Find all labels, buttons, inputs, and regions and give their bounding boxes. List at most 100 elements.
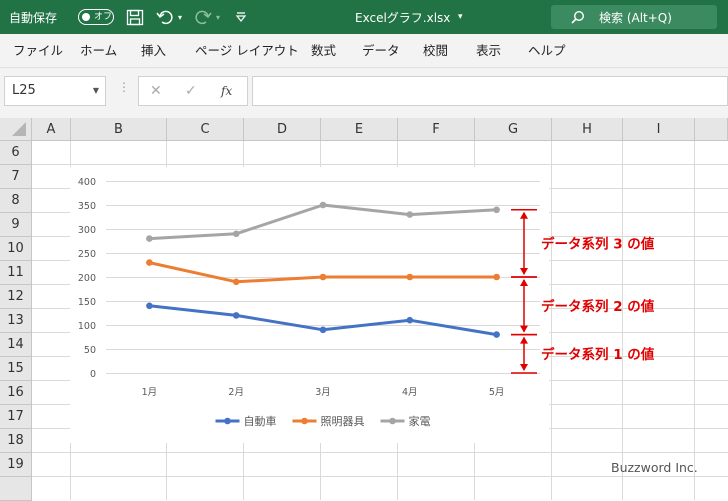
data-point <box>146 235 153 242</box>
y-tick-label: 0 <box>90 369 96 380</box>
data-point <box>232 278 240 286</box>
legend-swatch-marker <box>301 417 308 425</box>
tab-review[interactable]: 校閲 <box>423 43 449 58</box>
save-icon[interactable] <box>126 9 144 26</box>
column-header-h[interactable]: H <box>552 118 623 141</box>
column-header-f[interactable]: F <box>398 118 475 141</box>
autosave-label: 自動保存 <box>9 10 58 25</box>
data-point <box>493 331 500 338</box>
line-chart[interactable]: 0 50 100 150 200 250 300 350 400 1月 2月 3月 4月 5月自動車 照明器… <box>70 167 549 443</box>
data-point <box>319 326 327 334</box>
enter-icon[interactable]: ✓ <box>185 83 197 99</box>
tab-view[interactable]: 表示 <box>476 43 502 58</box>
data-point <box>232 230 240 238</box>
undo-dropdown-icon[interactable]: ▾ <box>178 12 183 22</box>
tab-file[interactable]: ファイル <box>13 43 64 58</box>
undo-icon[interactable] <box>156 8 174 26</box>
title-bar: 自動保存 オフ ▾ ▾ Excelグラフ.xlsx ▾ 検索 (Alt+Q) <box>0 0 728 34</box>
tab-formulas[interactable]: 数式 <box>311 43 337 58</box>
cancel-icon[interactable]: ✕ <box>150 83 162 99</box>
row-header-14[interactable]: 14 <box>0 333 32 357</box>
data-point <box>406 273 414 281</box>
column-header-e[interactable]: E <box>321 118 398 141</box>
row-header-6[interactable]: 6 <box>0 141 32 165</box>
row-header-12[interactable]: 12 <box>0 285 32 309</box>
file-title: Excelグラフ.xlsx <box>355 10 451 25</box>
legend-label: 自動車 <box>244 414 277 428</box>
y-tick-label: 100 <box>78 321 96 332</box>
tab-page-layout[interactable]: ページ レイアウト <box>195 43 299 58</box>
redo-dropdown-icon: ▾ <box>216 12 221 22</box>
series-line-3 <box>147 203 499 241</box>
toggle-knob <box>82 13 90 21</box>
formula-input[interactable] <box>252 76 728 106</box>
autosave-toggle[interactable]: オフ <box>78 9 114 25</box>
y-tick-label: 250 <box>78 249 96 260</box>
y-tick-label: 300 <box>78 225 96 236</box>
legend-label: 照明器具 <box>321 415 365 428</box>
customize-qat-icon[interactable] <box>235 11 247 23</box>
search-icon <box>571 10 585 24</box>
row-header-13[interactable]: 13 <box>0 309 32 333</box>
select-all-icon <box>12 122 26 136</box>
column-header-d[interactable]: D <box>244 118 321 141</box>
y-tick-label: 50 <box>84 345 96 356</box>
autosave-state: オフ <box>94 12 113 22</box>
y-tick-label: 400 <box>78 177 96 188</box>
search-label: 検索 (Alt+Q) <box>599 10 672 25</box>
row-header-19[interactable]: 19 <box>0 453 32 477</box>
data-point <box>406 316 414 324</box>
file-title-dropdown-icon[interactable]: ▾ <box>458 12 463 22</box>
row-header-9[interactable]: 9 <box>0 213 32 237</box>
watermark: Buzzword Inc. <box>611 460 698 475</box>
data-point <box>319 273 327 281</box>
tab-home[interactable]: ホーム <box>80 43 118 58</box>
legend-swatch-marker <box>389 417 396 425</box>
x-tick-label: 4月 <box>402 387 418 398</box>
row-header-17[interactable]: 17 <box>0 405 32 429</box>
ribbon-tabs: ファイル ホーム 挿入 ページ レイアウト 数式 データ 校閲 表示 ヘルプ <box>0 34 728 68</box>
name-box[interactable]: L25 ▼ <box>4 76 106 106</box>
column-header-a[interactable]: A <box>32 118 71 141</box>
y-tick-label: 200 <box>78 273 96 284</box>
row-header-7[interactable]: 7 <box>0 165 32 189</box>
row-header-10[interactable]: 10 <box>0 237 32 261</box>
y-tick-label: 350 <box>78 201 96 212</box>
tab-data[interactable]: データ <box>362 43 400 58</box>
legend-swatch-marker <box>224 417 231 425</box>
redo-icon[interactable] <box>194 8 212 26</box>
data-point <box>146 302 153 310</box>
column-header-g[interactable]: G <box>475 118 552 141</box>
data-point <box>406 211 414 218</box>
column-header-j[interactable] <box>695 118 728 141</box>
data-point <box>319 201 327 209</box>
x-tick-label: 1月 <box>142 387 158 398</box>
row-header-11[interactable]: 11 <box>0 261 32 285</box>
more-options-icon[interactable]: ⋮ <box>118 80 130 94</box>
y-tick-label: 150 <box>78 297 96 308</box>
x-tick-label: 3月 <box>315 387 331 398</box>
data-point <box>493 273 500 281</box>
data-point <box>493 206 500 214</box>
name-box-dropdown-icon[interactable]: ▼ <box>92 86 99 95</box>
x-tick-label: 5月 <box>489 387 505 398</box>
tab-insert[interactable]: 挿入 <box>141 43 167 58</box>
tab-help[interactable]: ヘルプ <box>528 43 566 58</box>
insert-function-icon[interactable]: fx <box>221 84 233 98</box>
data-point <box>146 259 153 266</box>
x-tick-label: 2月 <box>228 387 244 398</box>
select-all-corner[interactable] <box>0 118 32 141</box>
legend-label: 家電 <box>409 414 431 428</box>
formula-buttons: ✕ ✓ fx <box>138 76 248 106</box>
column-header-i[interactable]: I <box>623 118 695 141</box>
row-header-20[interactable] <box>0 477 32 501</box>
row-header-18[interactable]: 18 <box>0 429 32 453</box>
data-point <box>232 312 240 319</box>
column-header-b[interactable]: B <box>71 118 167 141</box>
row-header-15[interactable]: 15 <box>0 357 32 381</box>
column-header-c[interactable]: C <box>167 118 244 141</box>
row-header-16[interactable]: 16 <box>0 381 32 405</box>
search-box[interactable]: 検索 (Alt+Q) <box>551 5 717 29</box>
row-header-8[interactable]: 8 <box>0 189 32 213</box>
